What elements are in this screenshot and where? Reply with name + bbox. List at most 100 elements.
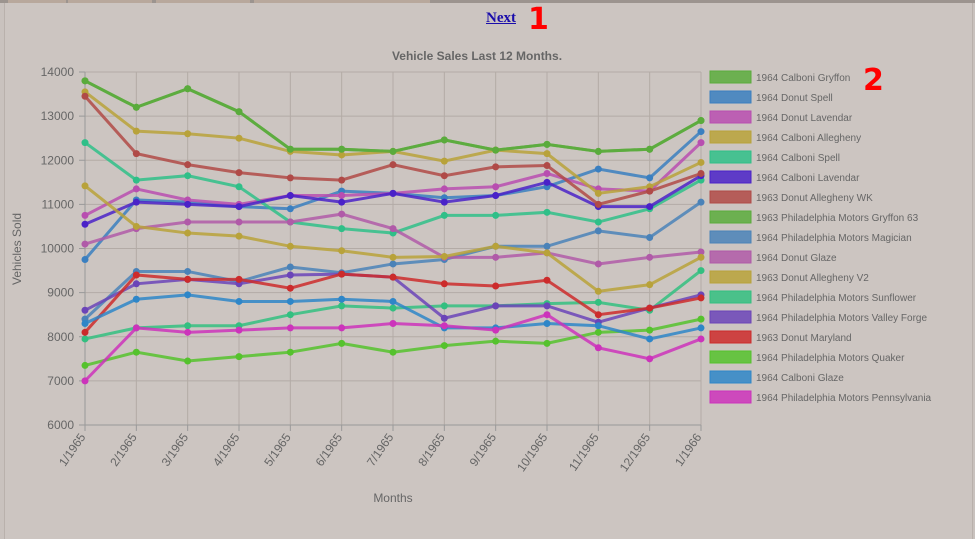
data-point (81, 377, 89, 385)
y-tick-label: 7000 (47, 374, 74, 388)
data-point (543, 169, 551, 177)
legend-item: 1964 Donut Lavendar (709, 110, 853, 124)
legend-label: 1963 Donut Allegheny WK (756, 193, 873, 204)
data-point (389, 147, 397, 155)
y-tick-label: 8000 (47, 330, 74, 344)
data-point (132, 150, 140, 158)
data-point (132, 185, 140, 193)
data-point (81, 240, 89, 248)
data-point (440, 211, 448, 219)
data-point (492, 282, 500, 290)
legend-item: 1964 Calboni Spell (709, 150, 840, 164)
legend-label: 1964 Philadelphia Motors Quaker (756, 353, 905, 364)
data-point (697, 158, 705, 166)
data-point (286, 174, 294, 182)
x-tick-label: 12/1965 (617, 430, 654, 474)
x-tick-label: 3/1965 (159, 430, 192, 468)
data-point (235, 183, 243, 191)
annotation-marker-1: 1 (528, 2, 549, 37)
data-point (81, 328, 89, 336)
data-point (646, 187, 654, 195)
data-point (338, 198, 346, 206)
data-point (594, 328, 602, 336)
data-point (81, 220, 89, 228)
legend-item: 1964 Philadelphia Motors Pennsylvania (709, 390, 932, 404)
data-point (492, 163, 500, 171)
data-point (235, 169, 243, 177)
data-point (594, 260, 602, 268)
data-point (81, 77, 89, 85)
legend-label: 1964 Calboni Gryffon (756, 73, 850, 84)
data-point (286, 145, 294, 153)
data-point (132, 271, 140, 279)
legend-label: 1964 Philadelphia Motors Sunflower (756, 293, 917, 304)
data-point (594, 147, 602, 155)
data-point (646, 203, 654, 211)
data-point (543, 150, 551, 158)
data-point (81, 182, 89, 190)
legend-swatch (709, 390, 752, 404)
data-point (81, 139, 89, 147)
legend-swatch (709, 310, 752, 324)
legend-label: 1964 Donut Glaze (756, 253, 837, 264)
data-point (646, 326, 654, 334)
data-point (235, 275, 243, 283)
legend-label: 1963 Donut Maryland (756, 333, 852, 344)
x-tick-label: 9/1965 (467, 430, 500, 468)
data-point (697, 294, 705, 302)
legend-swatch (709, 370, 752, 384)
series-14 (81, 315, 705, 369)
data-point (492, 211, 500, 219)
y-axis-label: Vehicles Sold (10, 213, 24, 285)
data-point (286, 218, 294, 226)
data-point (594, 189, 602, 197)
data-point (81, 361, 89, 369)
chart-title: Vehicle Sales Last 12 Months. (392, 49, 562, 63)
data-point (440, 172, 448, 180)
legend-item: 1964 Calboni Lavendar (709, 170, 860, 184)
top-edge-segment (8, 0, 66, 3)
data-point (286, 192, 294, 200)
data-point (440, 280, 448, 288)
data-point (646, 233, 654, 241)
data-point (286, 263, 294, 271)
legend-label: 1964 Calboni Glaze (756, 373, 844, 384)
y-tick-label: 14000 (41, 65, 75, 79)
legend-swatch (709, 270, 752, 284)
legend-label: 1964 Calboni Lavendar (756, 173, 860, 184)
data-point (389, 253, 397, 261)
data-point (132, 176, 140, 184)
data-point (543, 249, 551, 257)
legend: 1964 Calboni Gryffon 1964 Donut Spell 1964… (709, 70, 932, 404)
legend-swatch (709, 90, 752, 104)
data-point (184, 267, 192, 275)
x-tick-label: 10/1965 (514, 430, 551, 474)
data-point (338, 324, 346, 332)
legend-label: 1964 Philadelphia Motors Valley Forge (756, 313, 927, 324)
data-point (492, 242, 500, 250)
data-point (132, 295, 140, 303)
data-point (594, 218, 602, 226)
next-link[interactable]: Next (486, 10, 516, 26)
data-point (184, 172, 192, 180)
data-point (492, 253, 500, 261)
data-point (389, 297, 397, 305)
legend-item: 1964 Calboni Allegheny (709, 130, 861, 144)
data-point (338, 295, 346, 303)
data-point (594, 322, 602, 330)
legend-item: 1964 Donut Glaze (709, 250, 837, 264)
series-7 (81, 77, 705, 155)
top-edge-segment (68, 0, 152, 3)
data-point (286, 297, 294, 305)
data-point (594, 165, 602, 173)
x-tick-label: 2/1965 (107, 430, 140, 468)
data-point (184, 291, 192, 299)
data-point (440, 342, 448, 350)
data-point (646, 174, 654, 182)
data-point (543, 162, 551, 170)
legend-item: 1964 Philadelphia Motors Sunflower (709, 290, 917, 304)
legend-swatch (709, 190, 752, 204)
data-point (543, 140, 551, 148)
data-point (440, 252, 448, 260)
data-point (697, 267, 705, 275)
